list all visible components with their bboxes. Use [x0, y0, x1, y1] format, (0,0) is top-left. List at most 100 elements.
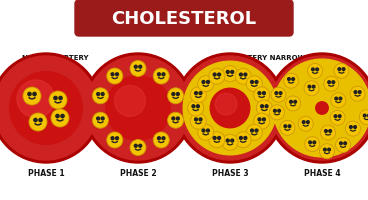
Circle shape — [335, 97, 337, 100]
Circle shape — [217, 73, 220, 76]
Circle shape — [231, 70, 234, 73]
Circle shape — [244, 137, 247, 139]
Circle shape — [258, 92, 261, 95]
Circle shape — [92, 88, 109, 104]
Circle shape — [222, 66, 238, 82]
Circle shape — [226, 139, 229, 142]
Circle shape — [313, 141, 316, 144]
Circle shape — [172, 93, 175, 95]
Circle shape — [298, 116, 313, 131]
Circle shape — [359, 110, 368, 125]
Text: ARTERY NARROWED: ARTERY NARROWED — [237, 55, 315, 61]
Circle shape — [344, 142, 347, 145]
Circle shape — [134, 65, 137, 68]
Text: PHASE 4: PHASE 4 — [304, 170, 340, 178]
Circle shape — [213, 73, 216, 76]
Circle shape — [213, 137, 216, 139]
Text: PHASE 1: PHASE 1 — [28, 170, 64, 178]
Circle shape — [328, 81, 330, 84]
Circle shape — [305, 137, 320, 152]
Circle shape — [39, 118, 42, 122]
Circle shape — [308, 85, 311, 88]
Circle shape — [59, 96, 62, 100]
Circle shape — [202, 81, 205, 83]
Circle shape — [334, 63, 349, 78]
Circle shape — [267, 53, 368, 163]
Circle shape — [202, 129, 205, 132]
Circle shape — [323, 148, 326, 151]
Circle shape — [111, 137, 114, 140]
Circle shape — [226, 70, 229, 73]
Circle shape — [271, 87, 286, 102]
Circle shape — [162, 73, 165, 76]
Circle shape — [287, 78, 290, 80]
Circle shape — [195, 118, 198, 121]
Circle shape — [321, 125, 336, 140]
Text: CHOLESTEROL: CHOLESTEROL — [112, 10, 256, 28]
Circle shape — [190, 87, 206, 103]
Circle shape — [354, 91, 357, 93]
Circle shape — [199, 92, 202, 95]
Circle shape — [258, 118, 261, 121]
Circle shape — [307, 121, 309, 123]
Circle shape — [217, 137, 220, 139]
Circle shape — [332, 81, 335, 84]
Circle shape — [61, 114, 64, 118]
Circle shape — [308, 64, 322, 79]
Circle shape — [130, 140, 146, 156]
Text: PHASE 3: PHASE 3 — [212, 170, 248, 178]
Circle shape — [244, 73, 247, 76]
Circle shape — [231, 139, 234, 142]
Circle shape — [246, 76, 262, 92]
Circle shape — [210, 88, 250, 128]
Circle shape — [251, 81, 254, 83]
Circle shape — [175, 53, 285, 163]
Circle shape — [153, 68, 169, 84]
Circle shape — [240, 73, 243, 76]
Circle shape — [312, 68, 314, 71]
Circle shape — [167, 88, 184, 104]
Circle shape — [273, 109, 276, 112]
Circle shape — [261, 105, 263, 108]
Circle shape — [354, 126, 357, 128]
Circle shape — [106, 76, 170, 140]
Circle shape — [197, 105, 199, 108]
Circle shape — [319, 144, 335, 159]
Circle shape — [92, 112, 109, 128]
Circle shape — [316, 68, 318, 71]
Circle shape — [107, 132, 123, 148]
Circle shape — [0, 56, 98, 160]
Circle shape — [286, 96, 301, 111]
Circle shape — [350, 86, 365, 101]
Circle shape — [270, 56, 368, 160]
Circle shape — [29, 113, 47, 131]
Circle shape — [254, 113, 270, 129]
Circle shape — [167, 112, 184, 128]
Circle shape — [23, 87, 41, 105]
Circle shape — [116, 73, 118, 76]
Circle shape — [346, 121, 361, 136]
Circle shape — [114, 85, 145, 116]
Text: NORMAL ARTERY: NORMAL ARTERY — [22, 55, 88, 61]
Circle shape — [302, 121, 305, 123]
Circle shape — [56, 114, 59, 118]
Circle shape — [176, 93, 179, 95]
Circle shape — [240, 137, 243, 139]
Circle shape — [28, 92, 31, 96]
Circle shape — [262, 92, 265, 95]
Circle shape — [342, 68, 345, 70]
Circle shape — [255, 81, 258, 83]
Circle shape — [34, 118, 37, 122]
Circle shape — [288, 125, 291, 128]
Circle shape — [312, 85, 315, 88]
Circle shape — [283, 73, 298, 88]
Circle shape — [290, 100, 292, 103]
Circle shape — [279, 92, 282, 94]
Circle shape — [101, 117, 104, 120]
Text: PHASE 2: PHASE 2 — [120, 170, 156, 178]
Circle shape — [324, 76, 339, 91]
Circle shape — [215, 93, 237, 115]
Circle shape — [54, 96, 57, 100]
Circle shape — [275, 92, 278, 94]
Circle shape — [309, 141, 311, 144]
